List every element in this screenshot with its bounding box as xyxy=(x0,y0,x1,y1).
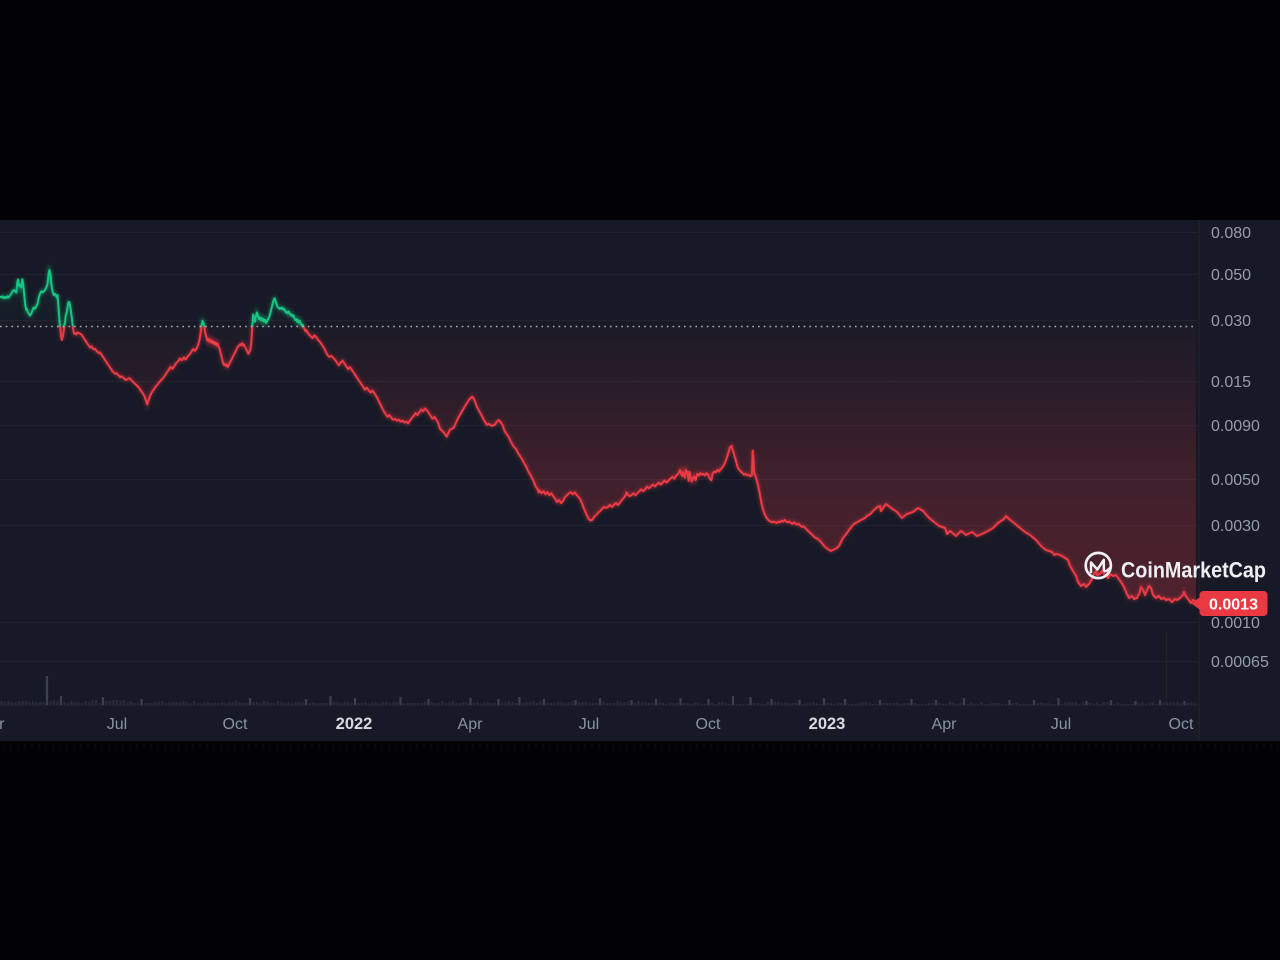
svg-text:0.0013: 0.0013 xyxy=(1209,597,1258,614)
svg-text:CoinMarketCap: CoinMarketCap xyxy=(1121,558,1266,583)
svg-text:0.0090: 0.0090 xyxy=(1211,418,1260,435)
svg-text:Oct: Oct xyxy=(696,716,721,733)
svg-text:0.00065: 0.00065 xyxy=(1211,654,1269,671)
svg-text:Jul: Jul xyxy=(579,716,599,733)
svg-text:Apr: Apr xyxy=(932,716,958,733)
svg-text:2022: 2022 xyxy=(336,715,373,733)
svg-text:Jul: Jul xyxy=(107,716,127,733)
svg-text:0.080: 0.080 xyxy=(1211,225,1251,242)
svg-text:2023: 2023 xyxy=(809,715,846,733)
svg-text:Oct: Oct xyxy=(223,716,248,733)
svg-text:0.0010: 0.0010 xyxy=(1211,615,1260,632)
svg-text:0.0030: 0.0030 xyxy=(1211,518,1260,535)
svg-text:0.050: 0.050 xyxy=(1211,267,1251,284)
svg-text:Jul: Jul xyxy=(1051,716,1071,733)
svg-text:Apr: Apr xyxy=(0,716,5,733)
svg-text:Oct: Oct xyxy=(1169,716,1194,733)
svg-text:0.030: 0.030 xyxy=(1211,313,1251,330)
svg-text:0.015: 0.015 xyxy=(1211,374,1251,391)
svg-text:Apr: Apr xyxy=(458,716,484,733)
svg-text:0.0050: 0.0050 xyxy=(1211,472,1260,489)
